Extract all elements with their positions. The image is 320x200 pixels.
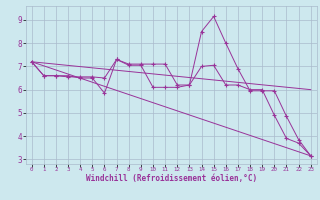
X-axis label: Windchill (Refroidissement éolien,°C): Windchill (Refroidissement éolien,°C) <box>86 174 257 183</box>
